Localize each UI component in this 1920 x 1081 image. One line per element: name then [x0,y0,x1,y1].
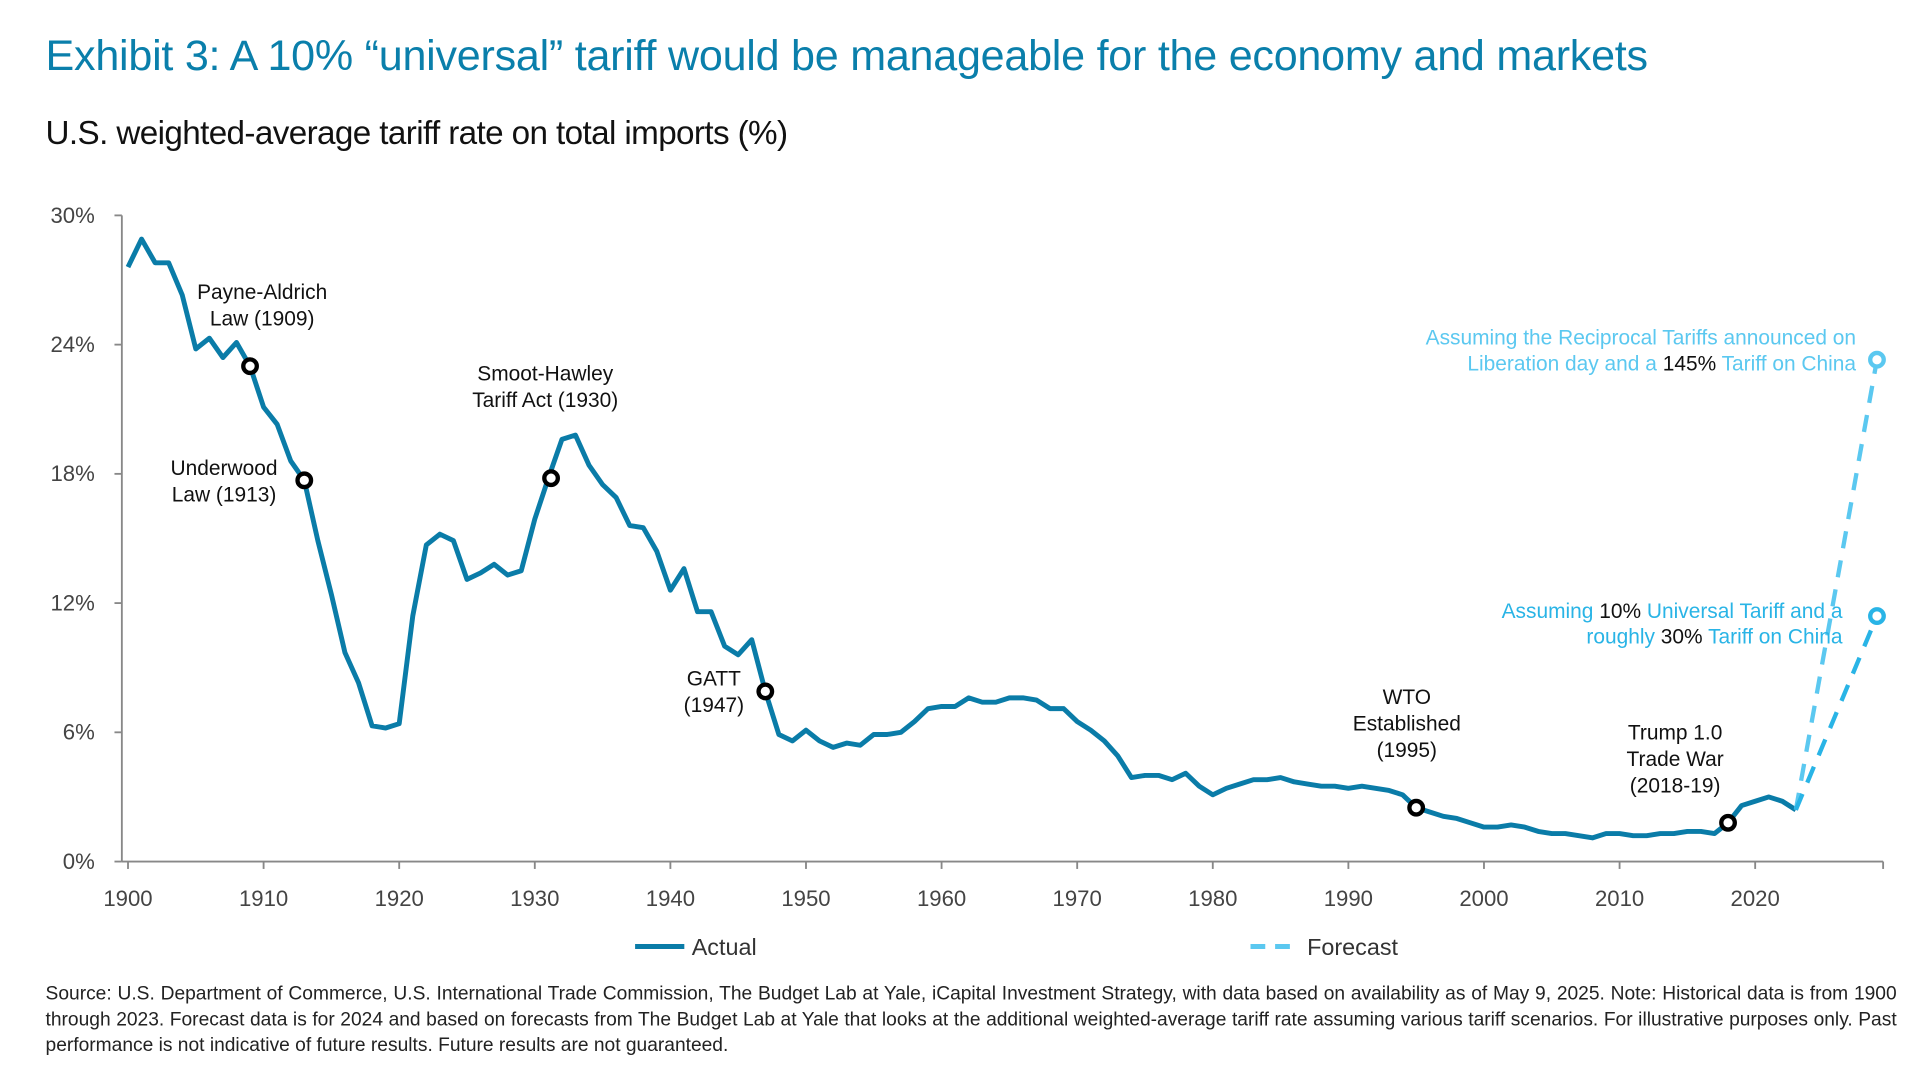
event-label: Trump 1.0 [1628,722,1722,745]
x-tick-label: 1910 [239,886,288,911]
event-marker [756,682,775,701]
source-note: Source: U.S. Department of Commerce, U.S… [45,983,1897,1057]
event-marker [542,469,560,488]
x-tick-label: 1970 [1053,886,1102,911]
forecast-label-high-line1: Assuming the Reciprocal Tariffs announce… [1426,327,1856,350]
forecast-label-high-line2: Liberation day and a 145% Tariff on Chin… [1467,352,1856,375]
y-tick-label: 0% [63,849,95,874]
y-tick-label: 12% [50,590,94,615]
event-marker [1719,813,1737,832]
chart-subtitle: U.S. weighted-average tariff rate on tot… [45,114,789,152]
event-label: GATT [687,668,741,691]
y-tick-label: 24% [50,332,94,357]
x-tick-label: 1920 [375,886,424,911]
event-label: (2018-19) [1630,775,1721,798]
x-tick-label: 1960 [917,886,966,911]
x-tick-label: 1940 [646,886,695,911]
forecast-line [1793,615,1879,811]
event-label: Trade War [1627,748,1724,771]
event-marker [241,357,259,376]
y-tick-label: 30% [50,203,94,228]
x-tick-label: 2010 [1595,886,1644,911]
event-marker [295,471,314,490]
legend-actual-label: Actual [692,934,757,960]
x-tick-label: 1930 [510,886,559,911]
event-label: Law (1913) [172,484,277,507]
event-label: Law (1909) [210,308,315,331]
forecast-point [1868,350,1886,369]
tariff-line-chart: 0% 6% 12% 18% 24% 30% 1900 1910 1920 1930 1940 1950… [50,203,1886,960]
event-label: (1995) [1377,739,1437,762]
forecast-line [1793,359,1880,811]
forecast-label-low-line2: roughly 30% Tariff on China [1586,626,1842,649]
axes: 0% 6% 12% 18% 24% 30% 1900 1910 1920 1930 1940 1950… [50,203,1885,911]
forecast-label-low-line1: Assuming 10% Universal Tariff and a [1502,600,1843,623]
y-tick-label: 6% [63,720,95,745]
x-tick-label: 1950 [781,886,830,911]
y-tick-label: 18% [50,461,94,486]
x-tick-label: 2000 [1459,886,1508,911]
event-label: Tariff Act (1930) [472,389,618,412]
chart-title: Exhibit 3: A 10% “universal” tariff woul… [45,32,1649,81]
forecast-label-low: Assuming 10% Universal Tariff and a roug… [1502,600,1843,649]
event-label: Underwood [171,457,278,480]
series-lines [125,236,1886,841]
forecast-label-high: Assuming the Reciprocal Tariffs announce… [1426,327,1857,376]
event-label: (1947) [684,694,744,717]
event-marker [1407,798,1426,817]
x-tick-label: 1980 [1188,886,1237,911]
x-tick-label: 1990 [1324,886,1373,911]
x-tick-label: 1900 [103,886,152,911]
event-label: Payne-Aldrich [197,281,327,304]
event-label: Smoot-Hawley [477,362,613,385]
legend-forecast-label: Forecast [1307,934,1398,960]
annotations: Payne-Aldrich Law (1909) Underwood Law (191… [171,281,1737,832]
legend: Actual Forecast [635,934,1399,960]
x-tick-label: 2020 [1731,886,1780,911]
event-label: WTO [1383,686,1431,709]
actual-line [125,236,1798,841]
event-label: Established [1353,712,1461,735]
forecast-point [1868,607,1886,625]
